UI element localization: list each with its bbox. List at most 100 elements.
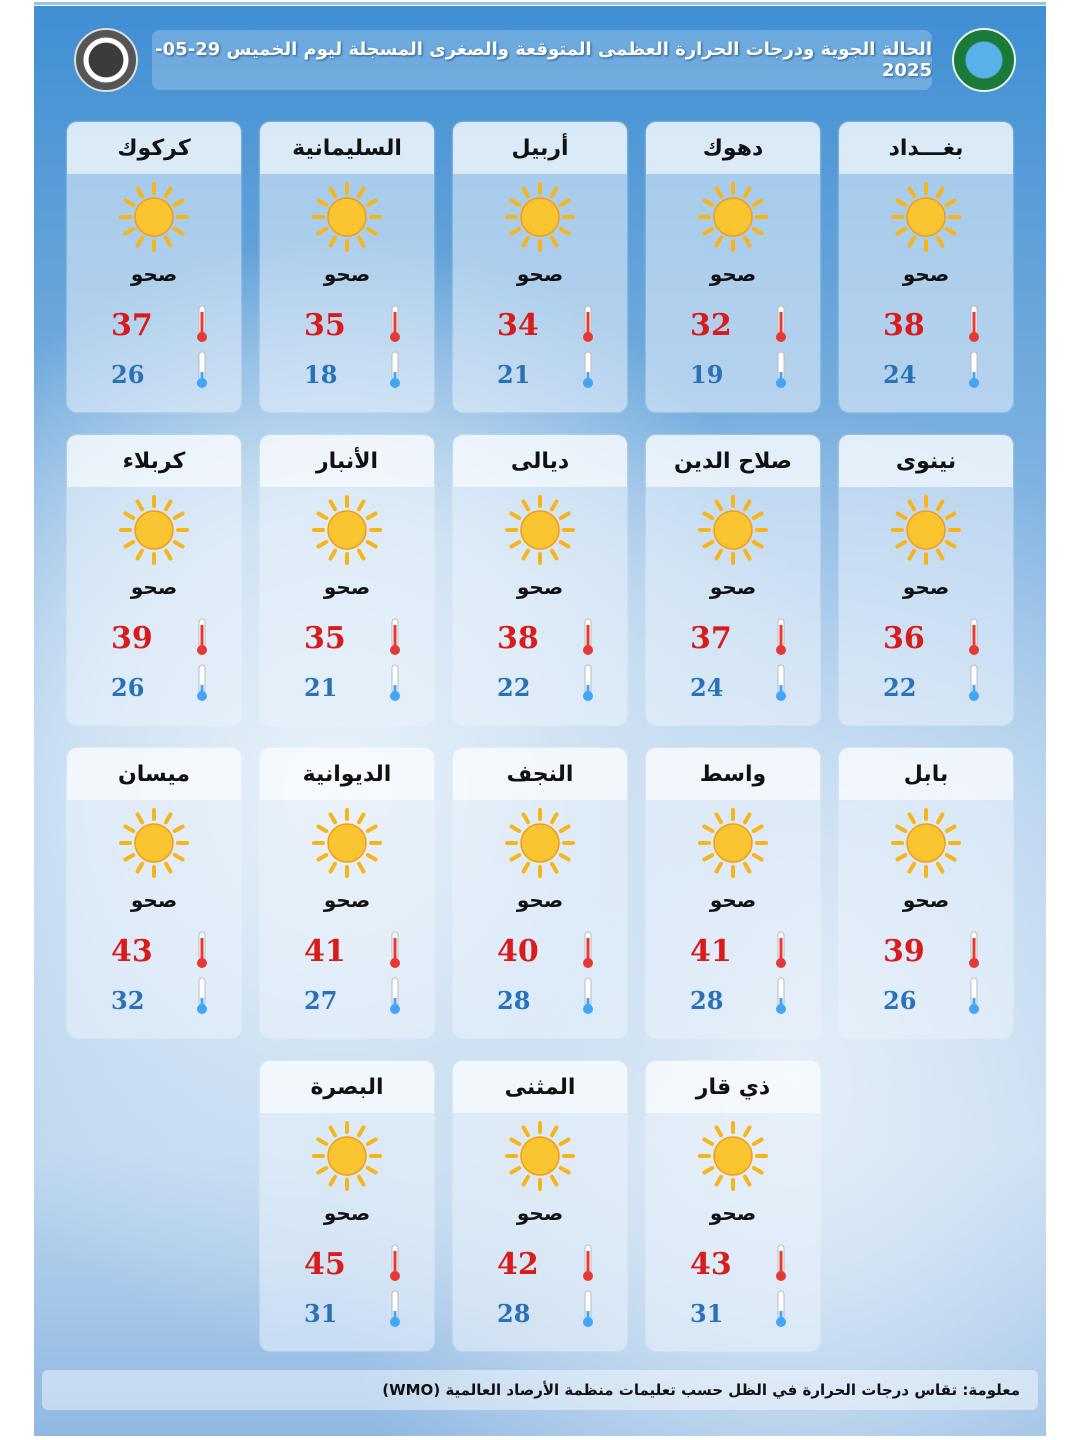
min-temp: 26 xyxy=(111,673,145,702)
min-temp: 24 xyxy=(690,673,724,702)
city-name: صلاح الدين xyxy=(646,435,820,487)
max-temp: 35 xyxy=(304,621,346,656)
city-name: نينوى xyxy=(839,435,1013,487)
max-temp: 35 xyxy=(304,308,346,343)
condition-text: صحو xyxy=(323,1201,371,1225)
city-card: واسط صحو 41 28 xyxy=(646,748,820,1038)
min-temp: 26 xyxy=(111,360,145,389)
sun-icon xyxy=(505,182,575,252)
city-card: المثنى صحو 42 28 xyxy=(453,1061,627,1351)
city-card: بغـــداد صحو 38 24 xyxy=(839,122,1013,412)
condition-text: صحو xyxy=(130,575,178,599)
thermometer-cold-icon xyxy=(388,350,402,390)
thermometer-hot-icon xyxy=(967,930,981,970)
min-temp: 21 xyxy=(497,360,531,389)
thermometer-hot-icon xyxy=(388,1243,402,1283)
thermometer-hot-icon xyxy=(195,304,209,344)
city-card: كربلاء صحو 39 26 xyxy=(67,435,241,725)
condition-text: صحو xyxy=(130,262,178,286)
thermometer-cold-icon xyxy=(967,976,981,1016)
sun-icon xyxy=(891,495,961,565)
sun-icon xyxy=(312,182,382,252)
condition-text: صحو xyxy=(709,1201,757,1225)
thermometer-cold-icon xyxy=(774,1289,788,1329)
thermometer-hot-icon xyxy=(581,930,595,970)
footer-note: معلومة: تقاس درجات الحرارة في الظل حسب ت… xyxy=(42,1370,1038,1410)
thermometer-cold-icon xyxy=(967,663,981,703)
city-card: كركوك صحو 37 26 xyxy=(67,122,241,412)
title-text: الحالة الجوية ودرجات الحرارة العظمى المت… xyxy=(155,39,932,81)
condition-text: صحو xyxy=(323,888,371,912)
thermometer-cold-icon xyxy=(388,976,402,1016)
city-name: النجف xyxy=(453,748,627,800)
thermometer-cold-icon xyxy=(774,976,788,1016)
city-name: بغـــداد xyxy=(839,122,1013,174)
max-temp: 40 xyxy=(497,934,539,969)
thermometer-hot-icon xyxy=(195,617,209,657)
thermometer-hot-icon xyxy=(388,304,402,344)
min-temp: 28 xyxy=(690,986,724,1015)
thermometer-hot-icon xyxy=(581,1243,595,1283)
condition-text: صحو xyxy=(516,888,564,912)
sun-icon xyxy=(891,808,961,878)
min-temp: 19 xyxy=(690,360,724,389)
sun-icon xyxy=(505,495,575,565)
city-name: ميسان xyxy=(67,748,241,800)
sun-icon xyxy=(312,808,382,878)
min-temp: 26 xyxy=(883,986,917,1015)
thermometer-hot-icon xyxy=(774,304,788,344)
thermometer-hot-icon xyxy=(581,304,595,344)
condition-text: صحو xyxy=(902,575,950,599)
condition-text: صحو xyxy=(516,262,564,286)
max-temp: 42 xyxy=(497,1247,539,1282)
thermometer-cold-icon xyxy=(195,976,209,1016)
city-card: ديالى صحو 38 22 xyxy=(453,435,627,725)
meteorology-authority-logo xyxy=(952,28,1016,92)
city-card: ميسان صحو 43 32 xyxy=(67,748,241,1038)
city-card: أربيل صحو 34 21 xyxy=(453,122,627,412)
thermometer-cold-icon xyxy=(195,663,209,703)
min-temp: 28 xyxy=(497,986,531,1015)
city-name: أربيل xyxy=(453,122,627,174)
city-card: السليمانية صحو 35 18 xyxy=(260,122,434,412)
thermometer-cold-icon xyxy=(388,1289,402,1329)
city-name: الأنبار xyxy=(260,435,434,487)
thermometer-hot-icon xyxy=(388,930,402,970)
max-temp: 41 xyxy=(690,934,732,969)
sun-icon xyxy=(891,182,961,252)
max-temp: 39 xyxy=(883,934,925,969)
city-name: الديوانية xyxy=(260,748,434,800)
condition-text: صحو xyxy=(709,262,757,286)
city-name: بابل xyxy=(839,748,1013,800)
condition-text: صحو xyxy=(709,575,757,599)
thermometer-cold-icon xyxy=(581,663,595,703)
min-temp: 18 xyxy=(304,360,338,389)
city-card: نينوى صحو 36 22 xyxy=(839,435,1013,725)
thermometer-hot-icon xyxy=(774,930,788,970)
city-grid: بغـــداد صحو 38 24 دهوك صحو 32 19 أربيل … xyxy=(67,122,1013,1351)
city-name: ذي قار xyxy=(646,1061,820,1113)
max-temp: 43 xyxy=(111,934,153,969)
max-temp: 38 xyxy=(497,621,539,656)
min-temp: 21 xyxy=(304,673,338,702)
condition-text: صحو xyxy=(709,888,757,912)
city-name: السليمانية xyxy=(260,122,434,174)
sun-icon xyxy=(119,495,189,565)
sun-icon xyxy=(698,182,768,252)
max-temp: 41 xyxy=(304,934,346,969)
thermometer-hot-icon xyxy=(967,304,981,344)
city-name: دهوك xyxy=(646,122,820,174)
sun-icon xyxy=(119,182,189,252)
sun-icon xyxy=(119,808,189,878)
sun-icon xyxy=(698,495,768,565)
thermometer-hot-icon xyxy=(388,617,402,657)
thermometer-hot-icon xyxy=(581,617,595,657)
min-temp: 22 xyxy=(883,673,917,702)
min-temp: 31 xyxy=(690,1299,724,1328)
sun-icon xyxy=(698,808,768,878)
min-temp: 32 xyxy=(111,986,145,1015)
city-name: ديالى xyxy=(453,435,627,487)
condition-text: صحو xyxy=(323,575,371,599)
city-name: واسط xyxy=(646,748,820,800)
thermometer-cold-icon xyxy=(581,350,595,390)
